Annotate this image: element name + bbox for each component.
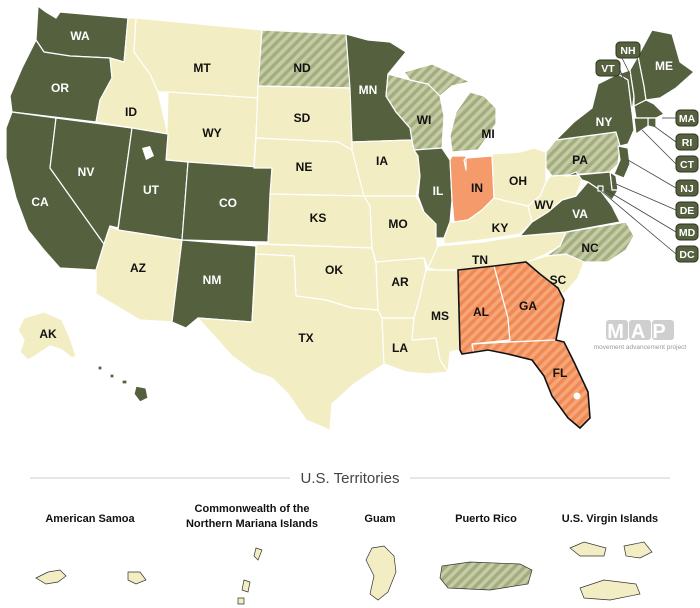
great-salt-lake [142,146,154,160]
territory-name-puerto-rico: Puerto Rico [455,513,517,525]
label-SD: SD [294,111,311,125]
label-MN: MN [359,83,378,97]
label-OH: OH [509,174,527,188]
label-AL: AL [473,305,489,319]
label-NE: NE [296,160,313,174]
northeast-callouts: NH VT ME MA RI CT NJ DE MD DC [595,41,699,263]
label-MO: MO [388,217,407,231]
logo-text: MAP [607,321,672,343]
label-WV: WV [534,198,553,212]
tag-CT [675,155,699,173]
territory-name-cnmi-line1: Commonwealth of the [195,503,310,515]
label-IN: IN [471,181,483,195]
tag-label-RI: RI [682,137,693,149]
territory-guam[interactable] [365,545,397,601]
label-OR: OR [51,81,69,95]
state-ME[interactable] [637,29,695,101]
label-CA: CA [31,195,49,209]
label-MT: MT [193,61,211,75]
label-NY: NY [596,115,613,129]
label-WY: WY [202,126,221,140]
label-HI: HI [116,387,128,401]
territory-usvi[interactable] [569,541,653,601]
label-NC: NC [581,241,599,255]
tag-label-DE: DE [680,205,695,217]
state-HI[interactable] [97,365,149,403]
territories-title: U.S. Territories [301,470,400,487]
tag-label-CT: CT [680,159,695,171]
label-NM: NM [203,273,222,287]
label-SC: SC [550,273,567,287]
label-IL: IL [433,184,444,198]
label-LA: LA [392,341,408,355]
label-MI: MI [481,127,494,141]
state-ND[interactable] [257,29,353,89]
label-AR: AR [391,275,409,289]
territory-northern-mariana[interactable] [237,547,263,605]
state-TN[interactable] [427,231,567,271]
tag-MA [675,109,699,127]
label-KS: KS [310,211,327,225]
tag-label-NJ: NJ [680,183,694,195]
state-FL[interactable] [461,339,591,429]
label-ME: ME [655,59,673,73]
state-labels: WA OR CA NV ID MT WY UT AZ CO NM ND SD N… [31,29,612,401]
label-VA: VA [572,207,588,221]
label-FL: FL [553,366,568,380]
lake-okeechobee [573,392,581,400]
tag-label-NH: NH [620,45,635,57]
label-CO: CO [219,196,237,210]
tag-DE [675,201,699,219]
state-MI[interactable] [403,63,497,153]
label-TN: TN [472,253,488,267]
label-AK: AK [39,327,57,341]
tag-NH [615,41,641,59]
map-logo: MAP movement advancement project [594,320,687,351]
label-GA: GA [519,299,537,313]
tag-label-DC: DC [679,249,695,261]
tag-label-MA: MA [679,113,696,125]
tag-DC [675,245,699,263]
tag-NJ [675,179,699,197]
label-ND: ND [293,61,311,75]
state-NJ[interactable] [613,145,631,179]
state-NY[interactable] [555,73,635,147]
states-layer [5,5,695,431]
label-WI: WI [417,113,432,127]
label-NV: NV [78,165,95,179]
label-ID: ID [125,105,137,119]
label-KY: KY [492,221,509,235]
tag-label-VT: VT [601,63,615,75]
label-WA: WA [70,29,90,43]
state-IA[interactable] [351,139,421,197]
label-MS: MS [431,309,449,323]
logo-subtitle: movement advancement project [594,344,687,351]
state-AK[interactable] [17,311,77,361]
state-CT[interactable] [633,117,649,135]
label-OK: OK [325,263,343,277]
tag-VT [595,59,621,77]
negative-outline [457,261,591,430]
territories-section: U.S. Territories American Samoa Commonwe… [30,470,670,605]
label-UT: UT [143,183,160,197]
territory-puerto-rico[interactable] [439,561,533,591]
territory-american-samoa[interactable] [35,569,147,585]
territory-name-cnmi-line2: Northern Mariana Islands [186,518,318,530]
state-DC[interactable] [597,185,604,192]
territory-name-guam: Guam [364,513,395,525]
territory-name-usvi: U.S. Virgin Islands [562,513,658,525]
label-TX: TX [298,331,313,345]
label-IA: IA [376,154,388,168]
tag-RI [675,133,699,151]
state-TX[interactable] [197,253,385,431]
territory-name-american-samoa: American Samoa [45,513,135,525]
label-AZ: AZ [130,261,146,275]
tag-label-MD: MD [679,227,696,239]
tag-MD [675,223,699,241]
label-PA: PA [572,153,588,167]
